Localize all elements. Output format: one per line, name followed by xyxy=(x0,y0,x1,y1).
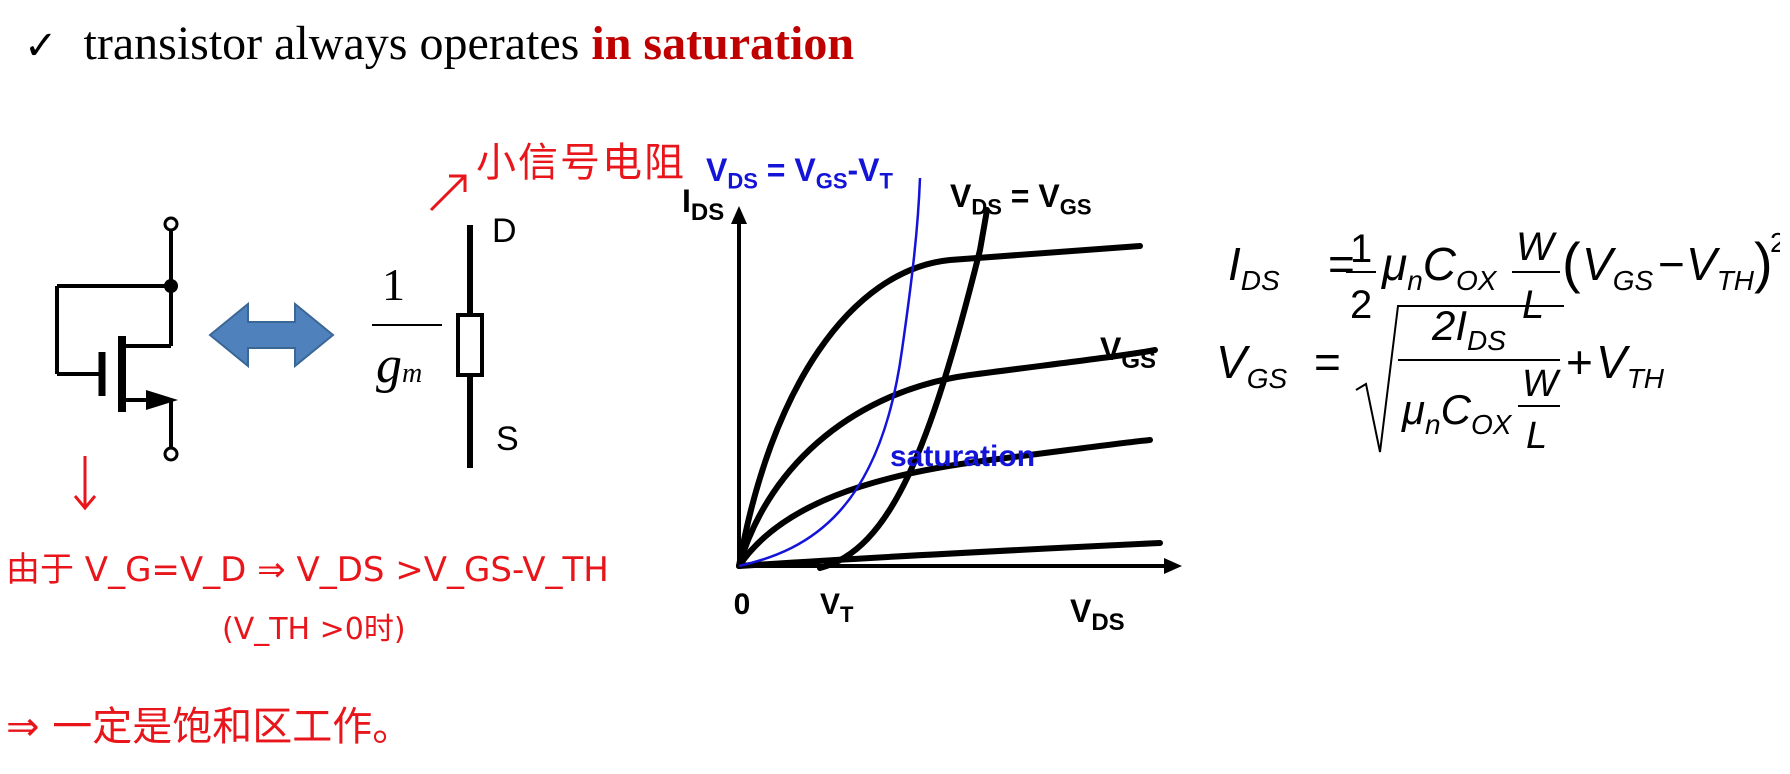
vth-term-2: VTH xyxy=(1596,336,1665,394)
output-curve-4 xyxy=(736,540,1163,569)
heading-highlight: in saturation xyxy=(591,17,855,70)
down-arrow-icon xyxy=(73,456,97,511)
vds-eq-vgs-minus-vt-curve xyxy=(738,177,922,568)
resistor-symbol xyxy=(456,225,484,468)
resistance-denominator: gm xyxy=(376,336,422,395)
conclusion-note: ⇒ 一定是饱和区工作。 xyxy=(6,704,413,750)
double-arrow-icon xyxy=(208,301,335,369)
gm-symbol: g xyxy=(376,337,402,394)
y-axis-arrow-icon xyxy=(731,206,747,224)
fraction-bar xyxy=(372,324,442,326)
sqrt-sign xyxy=(1355,305,1564,453)
source-label: S xyxy=(496,420,519,458)
vds-eq-vgs-curve xyxy=(817,207,990,571)
saturation-label: saturation xyxy=(890,440,1035,473)
resistance-numerator: 1 xyxy=(382,259,405,310)
vgs-label: VGS xyxy=(1100,331,1156,374)
close-paren: ) xyxy=(1754,231,1773,294)
diode-connected-transistor xyxy=(55,216,179,462)
condition-note: 由于 V_G=V_D ⇒ V_DS >V_GS-V_TH xyxy=(6,550,609,590)
x-axis-arrow-icon xyxy=(1164,558,1182,574)
gm-subscript: m xyxy=(402,358,423,389)
mu-cox-2: μnCOX xyxy=(1401,386,1513,440)
black-curve-label: VDS = VGS xyxy=(950,178,1092,220)
small-signal-note: 小信号电阻 xyxy=(476,140,686,186)
l-denominator-2: L xyxy=(1526,415,1547,457)
w-numerator: W xyxy=(1516,225,1557,269)
open-paren: ( xyxy=(1562,231,1581,294)
condition-note-sub: (V_TH >0时) xyxy=(222,612,406,647)
half-denominator: 2 xyxy=(1350,283,1372,327)
output-curve-3 xyxy=(736,437,1153,569)
vds-axis-label: VDS xyxy=(1070,593,1125,636)
blue-curve-label: VDS = VGS-VT xyxy=(706,152,893,194)
two-ids: 2IDS xyxy=(1431,302,1506,356)
annotation-arrow-icon xyxy=(429,174,467,212)
vt-label: VT xyxy=(820,588,854,627)
iv-characteristic-graph: IDS 0 VT VDS VGS saturation xyxy=(682,177,1182,636)
vgs-symbol: VGS xyxy=(1216,336,1287,394)
vth-term: VTH xyxy=(1686,238,1755,296)
half-numerator: 1 xyxy=(1350,227,1372,271)
output-curve-1 xyxy=(736,243,1143,569)
square-exponent: 2 xyxy=(1770,227,1780,258)
minus-sign: − xyxy=(1658,238,1685,290)
equals-2: = xyxy=(1314,336,1341,388)
plus-sign: + xyxy=(1566,336,1593,388)
equals-1: = xyxy=(1328,238,1355,290)
origin-label: 0 xyxy=(734,588,751,621)
heading-text: transistor always operates xyxy=(83,17,580,70)
y-axis-label: IDS xyxy=(682,183,724,226)
ids-symbol: IDS xyxy=(1228,238,1280,296)
drain-label: D xyxy=(492,212,517,250)
mu-cox: μnCOX xyxy=(1381,238,1498,296)
vgs-term: VGS xyxy=(1582,238,1653,296)
slide-heading: ✓ transistor always operates in saturatio… xyxy=(24,16,854,71)
saturation-equations: IDS = 1 2 μnCOX W L ( VGS − VTH ) 2 VGS … xyxy=(1216,225,1780,457)
w-numerator-2: W xyxy=(1522,363,1561,405)
checkmark-icon: ✓ xyxy=(24,23,58,69)
